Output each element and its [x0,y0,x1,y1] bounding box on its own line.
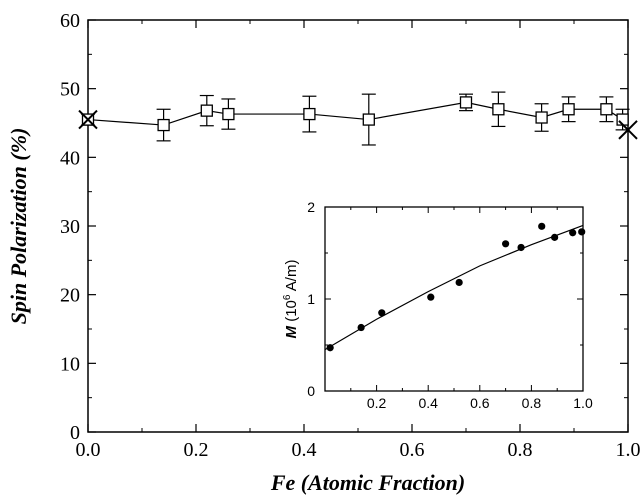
x-tick-label: 0.4 [292,439,317,461]
data-point-x [618,120,638,140]
inset-y-axis-title-part: (10 [283,300,300,326]
inset-y-tick-label: 0 [307,383,315,399]
x-tick-label: 0.2 [184,439,209,461]
x-tick-label: 0.8 [508,439,533,461]
inset-plot: 0.2 0.4 0.6 0.8 1.0 0 1 2 M (106 A/m) [282,199,593,411]
data-point-square [459,96,473,109]
data-point-square [222,107,235,121]
series-line [87,101,623,126]
inset-y-tick-label: 2 [307,199,315,215]
y-tick-label: 30 [60,216,80,238]
inset-x-tick-label: 0.6 [470,395,490,411]
y-tick-label: 0 [70,422,80,444]
inset-data-point [578,228,586,236]
x-tick-label: 0.0 [76,439,101,461]
data-point-square [362,113,375,126]
inset-x-tick-label: 0.8 [522,395,542,411]
inset-fit-curve [324,224,584,351]
inset-data-point [326,344,334,352]
x-axis-title: Fe (Atomic Fraction) [270,470,465,495]
inset-x-tick-label: 1.0 [573,395,593,411]
y-tick-label: 20 [60,285,80,307]
y-tick-label: 50 [60,79,80,101]
inset-data-point [517,243,525,252]
inset-data-point [455,278,463,287]
inset-y-axis-title: M (106 A/m) [282,260,300,339]
data-point-x [78,109,98,130]
inset-data-point [357,323,365,332]
data-point-square [600,103,613,116]
y-tick-label: 40 [60,147,80,169]
x-marker-stroke [618,120,638,140]
inset-data-point [427,293,435,301]
data-point-square [303,107,316,121]
inset-frame [324,206,584,392]
data-point-square [200,104,213,117]
y-tick-label: 60 [60,10,80,32]
data-point-square [562,103,575,116]
inset-y-tick-label: 1 [307,291,315,307]
data-point-square [157,118,170,132]
inset-data-point [569,229,577,237]
inset-x-tick-label: 0.2 [367,395,387,411]
inset-data-point [551,233,559,241]
x-marker-stroke [78,109,98,130]
inset-y-axis-title-part: 6 [282,294,293,300]
x-tick-label: 0.6 [400,439,425,461]
inset-x-tick-label: 0.4 [418,395,438,411]
inset-data-point [502,240,510,248]
y-tick-label: 10 [60,353,80,375]
inset-data-point [538,222,546,230]
y-axis-title: Spin Polarization (%) [6,128,31,325]
data-point-square [492,103,505,116]
inset-y-axis-title-part: A/m) [283,260,300,295]
x-tick-label: 1.0 [616,439,641,461]
inset-data-point [378,309,386,317]
data-point-square [535,111,548,124]
inset-y-axis-title-part: M [283,325,300,338]
